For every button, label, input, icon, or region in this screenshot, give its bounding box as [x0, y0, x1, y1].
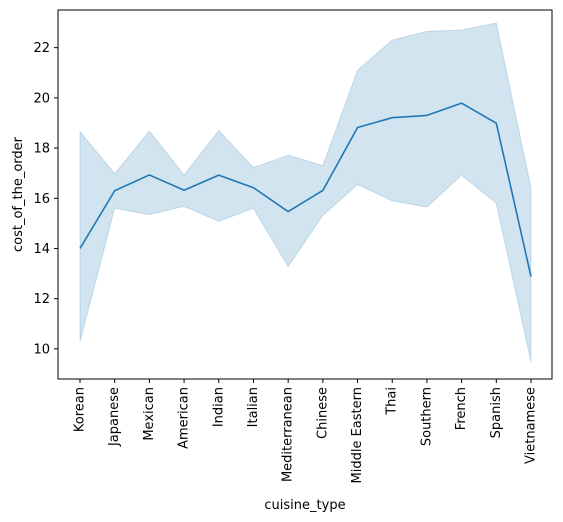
x-axis-label: cuisine_type	[264, 498, 345, 513]
y-tick-label: 22	[33, 41, 50, 56]
y-tick-label: 16	[33, 192, 50, 207]
x-tick-label-thai: Thai	[385, 387, 400, 416]
x-tick-label-middle-eastern: Middle Eastern	[350, 387, 365, 483]
x-tick-label-japanese: Japanese	[107, 387, 122, 447]
y-axis-label: cost_of_the_order	[11, 136, 26, 252]
y-tick-label: 20	[33, 91, 50, 106]
y-tick-label: 12	[33, 292, 50, 307]
y-tick-label: 10	[33, 342, 50, 357]
series-line-layer	[79, 102, 532, 277]
plot-area	[58, 10, 552, 379]
x-tick-label-french: French	[454, 387, 469, 430]
y-axis: 10 12 14 16 18 20 22	[33, 41, 58, 357]
y-tick-label: 18	[33, 142, 50, 157]
x-tick-label-spanish: Spanish	[489, 387, 504, 438]
x-tick-label-mexican: Mexican	[142, 387, 157, 441]
y-tick-label: 14	[33, 242, 50, 257]
x-tick-label-chinese: Chinese	[315, 387, 330, 439]
x-tick-label-american: American	[177, 387, 192, 449]
series-line	[79, 102, 532, 277]
confidence-band	[79, 22, 532, 363]
confidence-band-layer	[79, 22, 532, 363]
x-tick-label-mediterranean: Mediterranean	[281, 387, 296, 482]
x-tick-label-vietnamese: Vietnamese	[524, 387, 539, 464]
x-tick-label-indian: Indian	[211, 387, 226, 427]
x-tick-label-korean: Korean	[73, 387, 88, 432]
x-axis: Korean Japanese Mexican American Indian Itali…	[73, 379, 539, 483]
x-tick-label-southern: Southern	[419, 387, 434, 446]
x-tick-label-italian: Italian	[246, 387, 261, 427]
plot-frame	[57, 9, 553, 380]
